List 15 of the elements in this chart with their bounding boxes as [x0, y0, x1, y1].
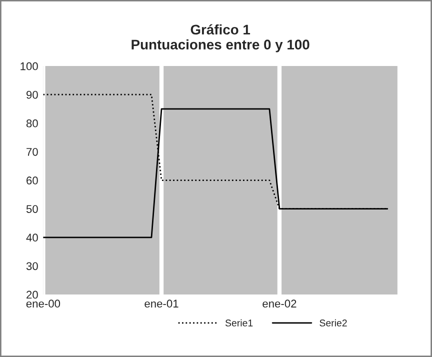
- x-tick-label: ene-02: [262, 300, 296, 308]
- y-tick-label: 40: [26, 234, 38, 242]
- y-tick-label: 80: [26, 119, 38, 128]
- y-tick-label: 90: [26, 90, 38, 99]
- y-tick-label: 70: [26, 148, 38, 156]
- legend-label: Serie2: [320, 319, 347, 326]
- legend-label: Serie1: [225, 319, 253, 326]
- y-tick-label: 50: [26, 205, 38, 213]
- y-tick-label: 30: [26, 262, 38, 270]
- y-tick-label: 60: [26, 176, 38, 184]
- chart-title: Gráfico 1 Puntuaciones entre 0 y 100: [132, 24, 310, 52]
- x-tick-label: ene-01: [144, 300, 178, 308]
- y-tick-label: 20: [26, 290, 38, 299]
- x-tick-label: ene-00: [26, 300, 60, 308]
- y-tick-label: 100: [20, 62, 38, 70]
